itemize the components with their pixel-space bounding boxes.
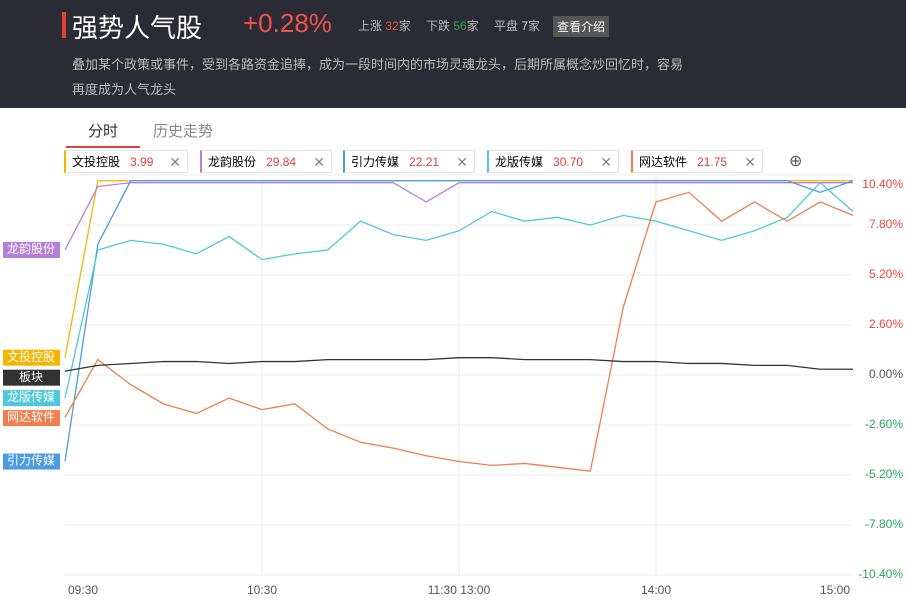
close[interactable]: ✕ [313,154,325,170]
unit: 家 [528,19,541,33]
series-label-bg [3,242,60,258]
close[interactable]: ✕ [744,154,756,170]
stock-chip[interactable]: 文投控股 3.99 ✕ [64,150,188,173]
series-label: 引力传媒 [7,453,55,468]
description: 叠加某个政策或事件，受到各路资金追捧，成为一段时间内的市场灵魂龙头，后期所属概念… [72,57,684,97]
stock-name: 龙版传媒 [495,155,544,169]
unit: 家 [466,19,479,33]
tab-indicator [66,146,140,148]
up-count: 上涨 32家 [358,17,411,34]
stock-name: 龙韵股份 [208,155,257,169]
x-tick-label: 15:00 [820,583,850,597]
stock-chip[interactable]: 引力传媒 22.21 ✕ [343,150,475,173]
series-label-bg [3,390,60,407]
series-line [64,191,854,472]
change: +0.28% [243,8,332,38]
y-tick-label: 7.80% [869,217,903,231]
label: 平盘 [494,19,519,33]
stock-name: 文投控股 [72,155,121,169]
stock-price: 30.70 [553,155,584,169]
y-tick-label: -7.80% [865,517,903,531]
add-button[interactable]: ⊕ [789,153,803,170]
count: 7 [521,19,529,33]
series-label: 板块 [19,370,43,384]
series-line [64,180,854,462]
stock-name: 网达软件 [639,155,688,169]
stock-name: 引力传媒 [351,155,400,169]
unit: 家 [398,19,411,33]
stock-price: 22.21 [409,155,440,169]
x-tick-label: 09:30 [68,583,98,597]
label: 上涨 [358,19,383,33]
y-tick-label: 2.60% [869,317,903,331]
close[interactable]: ✕ [456,154,468,170]
y-tick-label: -10.40% [858,567,903,581]
series-label-bg [3,369,60,386]
x-tick-label: 11:30 13:00 [428,583,491,597]
intro-button[interactable]: 查看介绍 [553,16,610,37]
series-label: 文投控股 [7,349,55,364]
stock-chip[interactable]: 龙韵股份 29.84 ✕ [200,150,332,173]
count: 56 [453,19,467,33]
series-label-bg [3,349,60,366]
y-tick-label: 0.00% [869,367,903,381]
tab[interactable]: 分时 [88,123,119,140]
stock-chip[interactable]: 网达软件 21.75 ✕ [631,150,763,173]
y-tick-label: -5.20% [865,467,903,481]
series-label-bg [3,453,60,470]
series-line [64,181,854,399]
header: 强势人气股 +0.28% 上涨 32家 下跌 56家 平盘 7家 查看介绍 叠加… [0,0,906,108]
stock-price: 21.75 [697,155,728,169]
x-tick-label: 10:30 [247,583,277,597]
stock-price: 29.84 [266,155,297,169]
count: 32 [385,19,399,33]
series-label-bg [3,410,60,427]
series-label: 龙韵股份 [7,241,55,256]
flat-count: 平盘 7家 [494,17,540,34]
series-line [64,357,853,372]
close[interactable]: ✕ [169,154,181,170]
series-line [64,182,853,251]
y-tick-label: -2.60% [865,417,903,431]
stock-price: 3.99 [130,155,154,169]
series-label: 网达软件 [7,410,55,424]
y-tick-label: 10.40% [862,177,903,191]
accent [62,12,66,38]
y-tick-label: 5.20% [869,267,903,281]
down-count: 下跌 56家 [426,17,479,34]
title: 强势人气股 [72,13,203,43]
series-label: 龙版传媒 [7,389,55,404]
close[interactable]: ✕ [600,154,612,170]
x-tick-label: 14:00 [641,583,671,597]
tab[interactable]: 历史走势 [153,123,214,140]
label: 下跌 [426,19,451,33]
stock-chip[interactable]: 龙版传媒 30.70 ✕ [487,150,619,173]
